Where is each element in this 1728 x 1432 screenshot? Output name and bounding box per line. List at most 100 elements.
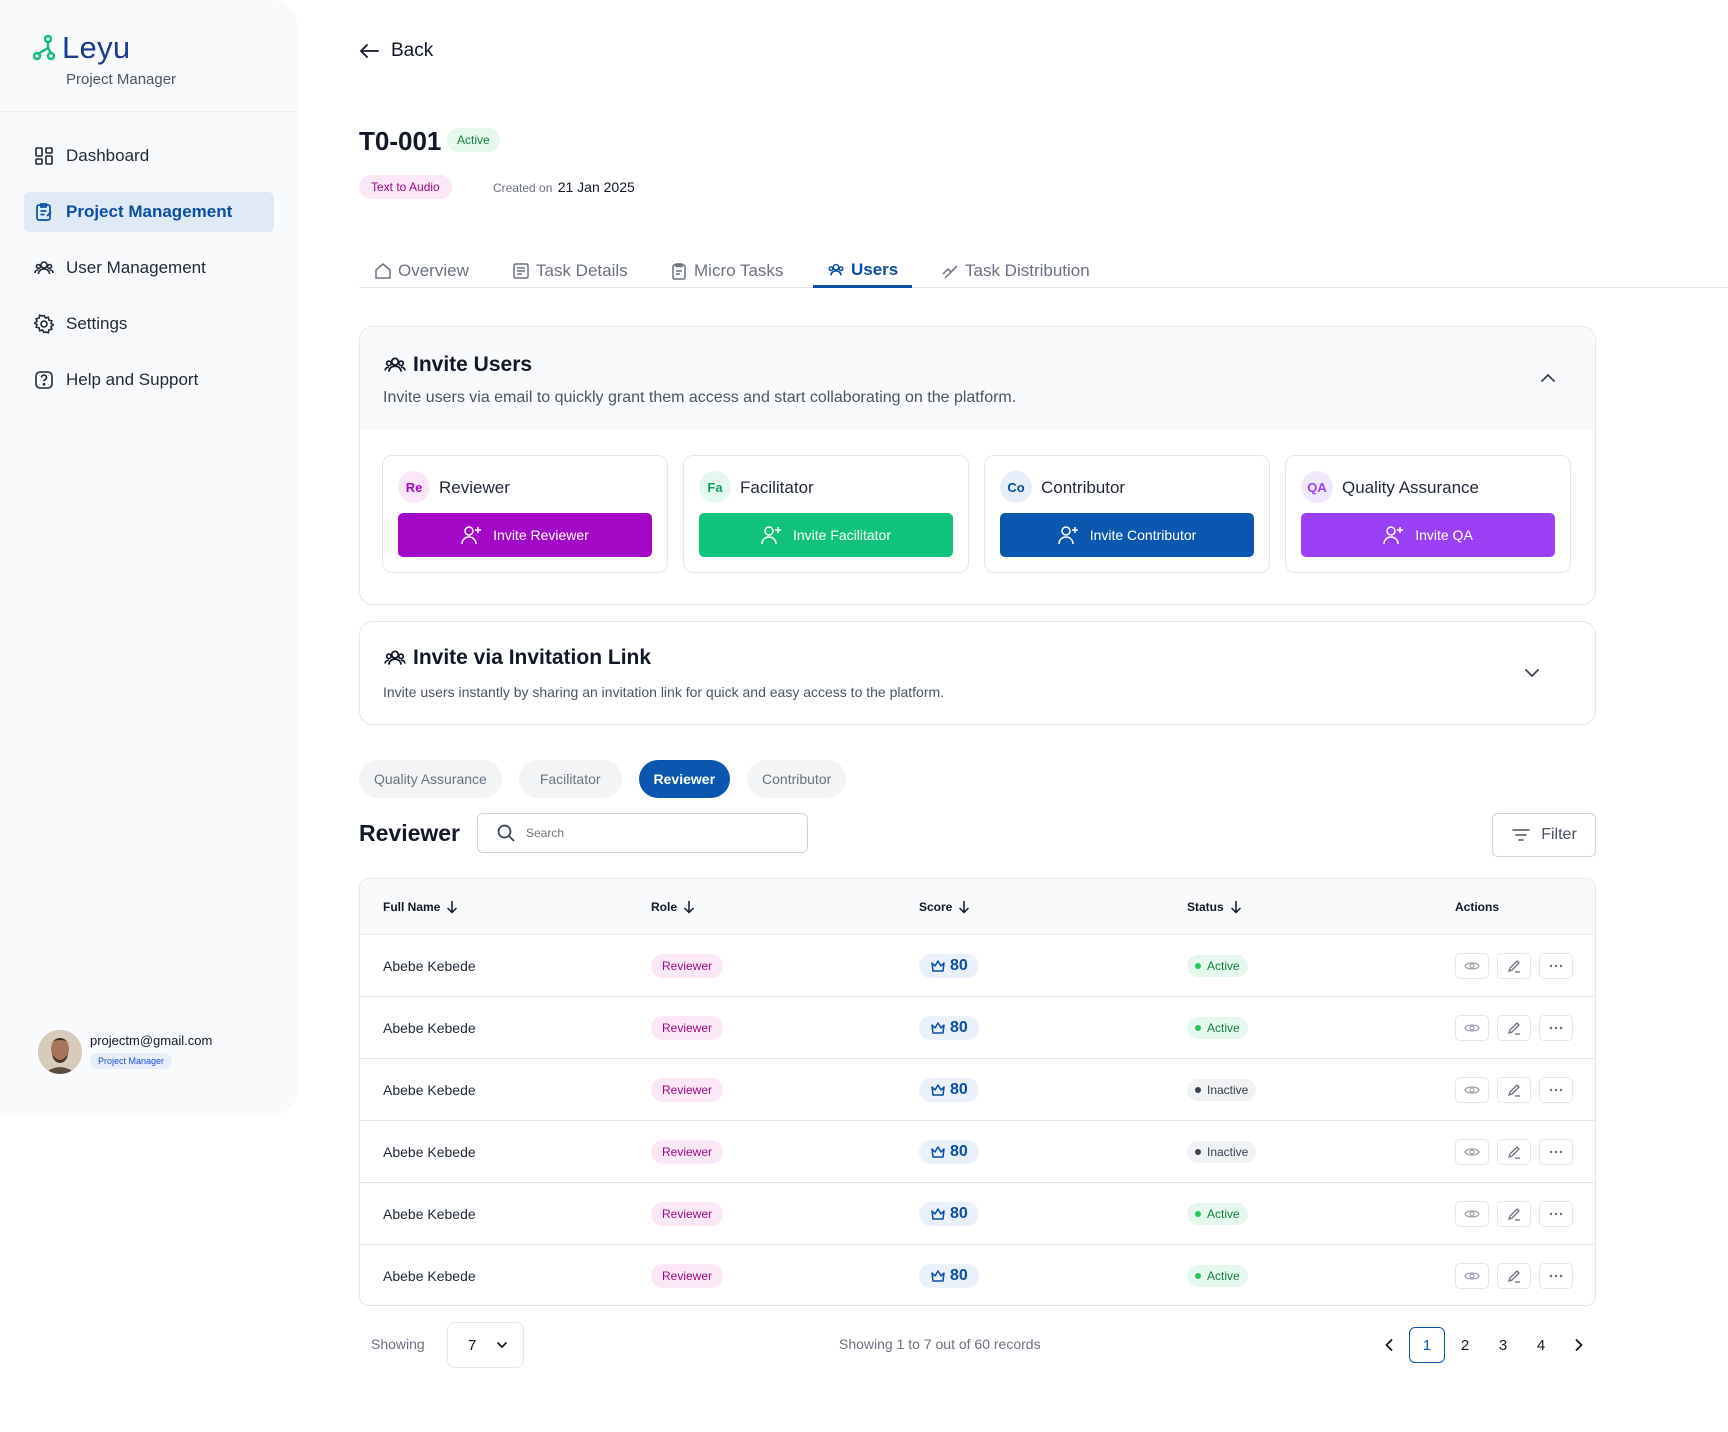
sidebar-item-settings[interactable]: Settings bbox=[24, 304, 274, 344]
sidebar-item-help[interactable]: Help and Support bbox=[24, 360, 274, 400]
chevron-down-icon[interactable] bbox=[1523, 664, 1541, 682]
table-row[interactable]: Abebe Kebede Reviewer 80 Inactive bbox=[360, 1121, 1595, 1183]
row-actions bbox=[1455, 1138, 1573, 1165]
more-button[interactable] bbox=[1539, 1263, 1573, 1289]
role-name: Quality Assurance bbox=[1342, 478, 1480, 497]
edit-button[interactable] bbox=[1497, 1138, 1531, 1165]
page-button-4[interactable]: 4 bbox=[1536, 1336, 1546, 1354]
sidebar-item-dashboard[interactable]: Dashboard bbox=[24, 136, 274, 176]
edit-button[interactable] bbox=[1497, 1200, 1531, 1227]
gear-icon bbox=[34, 314, 54, 334]
prev-page-button[interactable] bbox=[1371, 1327, 1407, 1363]
profile-email: projectm@gmail.com bbox=[90, 1033, 213, 1048]
next-page-button[interactable] bbox=[1561, 1327, 1597, 1363]
more-button[interactable] bbox=[1539, 1138, 1573, 1165]
table-row[interactable]: Abebe Kebede Reviewer 80 Inactive bbox=[360, 1059, 1595, 1121]
view-button[interactable] bbox=[1455, 1076, 1489, 1103]
add-user-icon bbox=[1383, 526, 1404, 545]
sidebar-item-label: Project Management bbox=[66, 202, 233, 221]
more-button[interactable] bbox=[1539, 952, 1573, 979]
chevron-up-icon[interactable] bbox=[1539, 369, 1557, 387]
back-button[interactable]: Back bbox=[359, 40, 433, 62]
invite-facilitator-button[interactable]: Invite Facilitator bbox=[699, 513, 953, 557]
user-profile[interactable]: projectm@gmail.com Project Manager bbox=[38, 1030, 212, 1074]
tab-overview[interactable]: Overview bbox=[374, 254, 469, 288]
view-button[interactable] bbox=[1455, 1263, 1489, 1289]
more-button[interactable] bbox=[1539, 1014, 1573, 1041]
pill-contributor[interactable]: Contributor bbox=[747, 760, 847, 798]
column-score[interactable]: Score bbox=[919, 900, 970, 914]
tab-users[interactable]: Users bbox=[813, 254, 913, 288]
invite-users-card: Invite Users Invite users via email to q… bbox=[359, 326, 1596, 605]
table-row[interactable]: Abebe Kebede Reviewer 80 Active bbox=[360, 997, 1595, 1059]
pagination: Showing 7 Showing 1 to 7 out of 60 recor… bbox=[359, 1321, 1597, 1368]
invite-qa-button[interactable]: Invite QA bbox=[1301, 513, 1555, 557]
score-value: 80 bbox=[950, 1142, 968, 1160]
invite-reviewer-button[interactable]: Invite Reviewer bbox=[398, 513, 652, 557]
edit-icon bbox=[1507, 1021, 1520, 1035]
sidebar-item-project-management[interactable]: Project Management bbox=[24, 192, 274, 232]
score-badge: 80 bbox=[919, 1139, 979, 1164]
tab-label: Users bbox=[851, 259, 899, 279]
table-body: Abebe Kebede Reviewer 80 Active Abebe Kebede… bbox=[360, 935, 1595, 1305]
edit-button[interactable] bbox=[1497, 1014, 1531, 1041]
arrow-down-icon bbox=[959, 901, 970, 914]
tab-task-details[interactable]: Task Details bbox=[512, 254, 628, 288]
view-button[interactable] bbox=[1455, 952, 1489, 979]
chevron-left-icon bbox=[1385, 1338, 1393, 1352]
pill-facilitator[interactable]: Facilitator bbox=[518, 760, 622, 798]
edit-button[interactable] bbox=[1497, 1076, 1531, 1103]
main-content: Back T0-001 Active Text to Audio Created… bbox=[359, 0, 1728, 1432]
edit-button[interactable] bbox=[1497, 952, 1531, 979]
status-text: Active bbox=[1207, 1206, 1240, 1221]
column-full-name[interactable]: Full Name bbox=[383, 900, 458, 914]
tab-task-distribution[interactable]: Task Distribution bbox=[941, 254, 1090, 288]
score-value: 80 bbox=[950, 1080, 968, 1098]
page-button-3[interactable]: 3 bbox=[1498, 1336, 1508, 1354]
brand-logo[interactable]: Leyu bbox=[32, 30, 130, 66]
edit-button[interactable] bbox=[1497, 1263, 1531, 1289]
table-row[interactable]: Abebe Kebede Reviewer 80 Active bbox=[360, 935, 1595, 997]
score-badge: 80 bbox=[919, 1015, 979, 1040]
edit-icon bbox=[1507, 1145, 1520, 1159]
page-button-2[interactable]: 2 bbox=[1460, 1336, 1470, 1354]
status-text: Active bbox=[1207, 958, 1240, 973]
showing-label: Showing bbox=[371, 1336, 425, 1352]
table-row[interactable]: Abebe Kebede Reviewer 80 Active bbox=[360, 1245, 1595, 1305]
pill-quality-assurance[interactable]: Quality Assurance bbox=[359, 760, 502, 798]
sidebar-item-user-management[interactable]: User Management bbox=[24, 248, 274, 288]
column-role[interactable]: Role bbox=[651, 900, 695, 914]
search-input[interactable] bbox=[526, 826, 786, 840]
button-label: Invite Contributor bbox=[1089, 527, 1197, 543]
sidebar-item-label: Settings bbox=[66, 314, 128, 333]
more-icon bbox=[1549, 1088, 1563, 1091]
add-user-icon bbox=[1057, 526, 1078, 545]
score-value: 80 bbox=[950, 956, 968, 974]
view-button[interactable] bbox=[1455, 1200, 1489, 1227]
pill-reviewer[interactable]: Reviewer bbox=[638, 760, 731, 798]
table-row[interactable]: Abebe Kebede Reviewer 80 Active bbox=[360, 1183, 1595, 1245]
grid-icon bbox=[35, 147, 53, 165]
role-badge: Reviewer bbox=[651, 1015, 724, 1040]
more-button[interactable] bbox=[1539, 1076, 1573, 1103]
view-button[interactable] bbox=[1455, 1014, 1489, 1041]
search-box[interactable] bbox=[477, 813, 808, 853]
tab-micro-tasks[interactable]: Micro Tasks bbox=[670, 254, 783, 288]
invite-users-header[interactable]: Invite Users Invite users via email to q… bbox=[360, 327, 1595, 430]
invite-contributor-button[interactable]: Invite Contributor bbox=[1000, 513, 1254, 557]
view-button[interactable] bbox=[1455, 1138, 1489, 1165]
page-size-select[interactable]: 7 bbox=[447, 1322, 524, 1368]
column-status[interactable]: Status bbox=[1187, 900, 1242, 914]
invite-link-card[interactable]: Invite via Invitation Link Invite users … bbox=[359, 621, 1596, 725]
role-card-contributor: Co Contributor Invite Contributor bbox=[984, 455, 1270, 573]
row-actions bbox=[1455, 1076, 1573, 1103]
filter-button[interactable]: Filter bbox=[1492, 813, 1596, 857]
role-badge: Reviewer bbox=[651, 953, 724, 978]
column-actions: Actions bbox=[1455, 900, 1499, 914]
page-button-1[interactable]: 1 bbox=[1409, 1327, 1445, 1363]
more-button[interactable] bbox=[1539, 1200, 1573, 1227]
score-badge: 80 bbox=[919, 953, 979, 978]
row-actions bbox=[1455, 1263, 1573, 1289]
edit-icon bbox=[1507, 1270, 1520, 1283]
role-name: Reviewer bbox=[439, 478, 510, 497]
